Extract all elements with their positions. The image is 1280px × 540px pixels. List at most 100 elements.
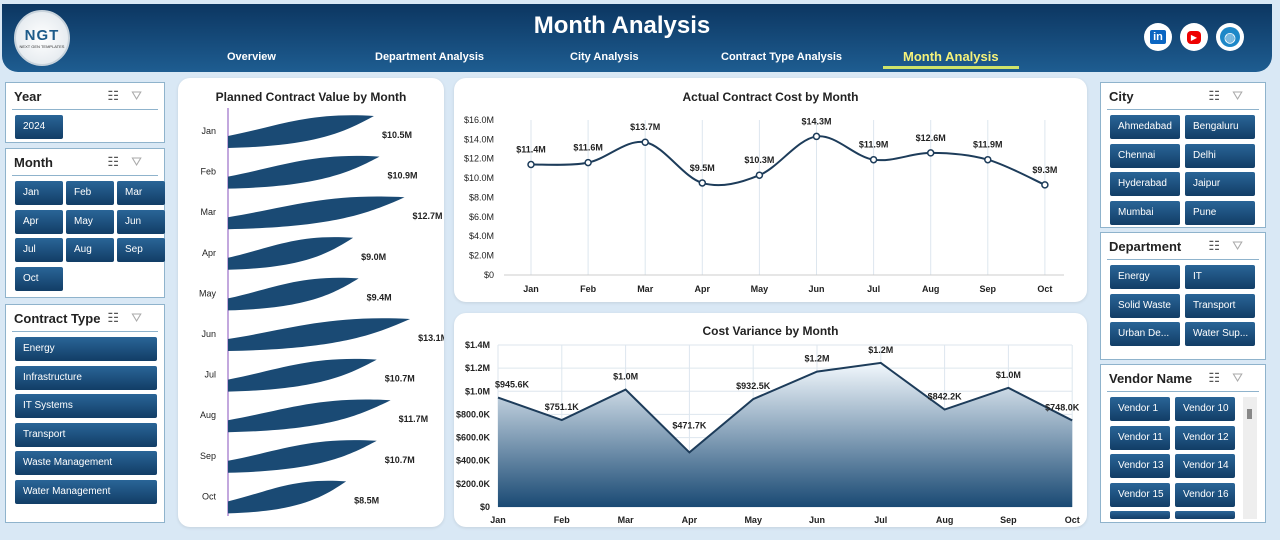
slicer-item[interactable]: Hyderabad [1110, 172, 1180, 197]
data-label: $13.1M [418, 333, 444, 343]
slicer-item[interactable]: Waste Management [15, 451, 157, 476]
slicer-item[interactable]: Vendor 16 [1175, 482, 1235, 507]
tab-month-analysis[interactable]: Month Analysis [883, 49, 1019, 69]
bar [228, 115, 374, 148]
x-tick-label: Feb [580, 284, 597, 294]
slicer-item[interactable]: Jun [117, 209, 165, 234]
slicer-item[interactable]: Vendor 11 [1110, 425, 1170, 450]
y-tick-label: $400.0K [456, 456, 491, 466]
x-tick-label: Apr [695, 284, 711, 294]
clear-filter-icon[interactable]: ⛛ [131, 310, 154, 325]
slicer-department: Department ☷⛛ Energy IT Solid Waste Transpor… [1100, 232, 1266, 360]
slicer-item[interactable]: Oct [15, 266, 63, 291]
data-label: $471.7K [672, 420, 707, 430]
clear-filter-icon[interactable]: ⛛ [1232, 370, 1255, 385]
tick-label: Sep [200, 451, 216, 461]
slicer-title: Year [14, 89, 42, 104]
divider [12, 109, 158, 110]
slicer-item[interactable]: Urban De... [1110, 322, 1180, 347]
x-tick-label: Jul [874, 515, 887, 525]
data-label: $9.0M [361, 252, 386, 262]
linkedin-icon[interactable]: in [1144, 23, 1172, 51]
tab-contract-type-analysis[interactable]: Contract Type Analysis [721, 51, 843, 63]
tick-label: Jan [201, 126, 216, 136]
slicer-item[interactable]: Energy [15, 337, 157, 361]
bar [228, 318, 411, 351]
slicer-item-partial[interactable] [1175, 511, 1235, 519]
slicer-item[interactable]: May [66, 209, 114, 234]
globe-icon[interactable]: ◍ [1216, 23, 1244, 51]
clear-filter-icon[interactable]: ⛛ [131, 154, 154, 169]
slicer-month: Month ☷⛛ Jan Feb Mar Apr May Jun Jul Aug Sep Oct [5, 148, 165, 298]
slicer-item[interactable]: IT Systems [15, 394, 157, 419]
multi-select-icon[interactable]: ☷ [1208, 238, 1233, 253]
slicer-item[interactable]: Infrastructure [15, 365, 157, 390]
slicer-item-partial[interactable] [1110, 511, 1170, 519]
slicer-item[interactable]: Transport [15, 422, 157, 447]
slicer-item[interactable]: Chennai [1110, 143, 1180, 168]
y-tick-label: $1.0M [465, 386, 490, 396]
slicer-item[interactable]: 2024 [15, 115, 63, 139]
slicer-item[interactable]: Apr [15, 209, 63, 234]
slicer-item[interactable]: Jan [15, 181, 63, 205]
multi-select-icon[interactable]: ☷ [107, 310, 132, 325]
x-tick-label: Mar [618, 515, 635, 525]
data-label: $10.7M [385, 455, 415, 465]
tick-label: Feb [200, 167, 216, 177]
series-line [497, 361, 1073, 454]
data-label: $11.7M [399, 414, 429, 424]
data-label: $1.2M [804, 354, 829, 364]
bar [228, 155, 380, 189]
clear-filter-icon[interactable]: ⛛ [131, 88, 154, 103]
y-tick-label: $10.0M [464, 173, 494, 183]
slicer-item[interactable]: Feb [66, 181, 114, 205]
slicer-item[interactable]: Water Management [15, 480, 157, 504]
slicer-title: Vendor Name [1109, 371, 1193, 386]
slicer-item[interactable]: Bengaluru [1185, 115, 1255, 139]
data-label: $12.7M [413, 211, 443, 221]
multi-select-icon[interactable]: ☷ [1208, 88, 1233, 103]
slicer-item[interactable]: Aug [66, 238, 114, 263]
slicer-item[interactable]: Transport [1185, 293, 1255, 318]
slicer-item[interactable]: Mumbai [1110, 200, 1180, 225]
clear-filter-icon[interactable]: ⛛ [1232, 238, 1255, 253]
clear-filter-icon[interactable]: ⛛ [1232, 88, 1255, 103]
slicer-item[interactable]: Jaipur [1185, 172, 1255, 197]
slicer-item[interactable]: Sep [117, 238, 165, 263]
slicer-item[interactable]: Vendor 15 [1110, 482, 1170, 507]
multi-select-icon[interactable]: ☷ [107, 154, 132, 169]
slicer-item[interactable]: Water Sup... [1185, 322, 1255, 347]
slicer-item[interactable]: Ahmedabad [1110, 115, 1180, 139]
slicer-item[interactable]: Vendor 10 [1175, 397, 1235, 421]
divider [1107, 391, 1259, 392]
multi-select-icon[interactable]: ☷ [1208, 370, 1233, 385]
slicer-title: Department [1109, 239, 1182, 254]
slicer-item[interactable]: Mar [117, 181, 165, 205]
slicer-item[interactable]: Solid Waste [1110, 293, 1180, 318]
slicer-item[interactable]: IT [1185, 265, 1255, 289]
data-point [926, 149, 935, 157]
slicer-item[interactable]: Energy [1110, 265, 1180, 289]
divider [12, 331, 158, 332]
tick-label: Jul [204, 370, 216, 380]
x-tick-label: Feb [554, 515, 571, 525]
tab-department-analysis[interactable]: Department Analysis [375, 51, 485, 63]
multi-select-icon[interactable]: ☷ [107, 88, 132, 103]
slicer-item[interactable]: Delhi [1185, 143, 1255, 168]
slicer-item[interactable]: Vendor 1 [1110, 397, 1170, 421]
x-tick-label: Oct [1037, 284, 1052, 294]
slicer-item[interactable]: Vendor 12 [1175, 425, 1235, 450]
youtube-icon[interactable]: ▶ [1180, 23, 1208, 51]
data-label: $11.9M [859, 140, 889, 150]
slicer-item[interactable]: Jul [15, 238, 63, 263]
slicer-item[interactable]: Vendor 14 [1175, 454, 1235, 479]
scrollbar[interactable] [1243, 397, 1257, 519]
tab-city-analysis[interactable]: City Analysis [570, 51, 639, 63]
x-tick-label: Jul [867, 284, 880, 294]
x-tick-label: Sep [980, 284, 997, 294]
slicer-item[interactable]: Vendor 13 [1110, 454, 1170, 479]
tab-overview[interactable]: Overview [227, 51, 276, 63]
divider [1107, 109, 1259, 110]
slicer-item[interactable]: Pune [1185, 200, 1255, 225]
data-point [1041, 181, 1049, 189]
